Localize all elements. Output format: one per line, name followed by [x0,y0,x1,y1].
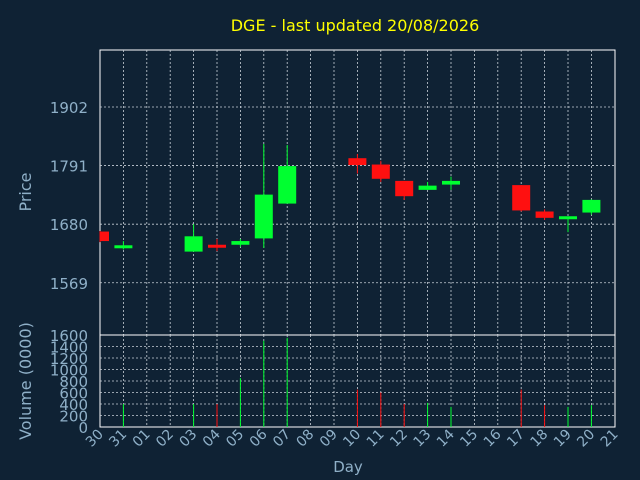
candle-body [582,199,601,213]
volume-tick-label: 800 [59,373,88,391]
candle-body [371,164,390,179]
x-tick-label: 14 [434,426,458,450]
price-axis-ticks: 1569 1680 1791 1902 [50,99,88,293]
candle-body [208,244,226,248]
x-tick-label: 07 [270,427,294,451]
price-panel-frame [99,49,616,336]
candle-body [348,158,367,166]
candle-body [231,241,250,245]
candle-body [114,245,133,249]
volume-tick-label: 400 [59,396,88,414]
price-tick-label: 1902 [50,99,88,117]
volume-tick-label: 1000 [50,362,88,380]
price-tick-label: 1791 [50,158,88,176]
price-panel: 1569 1680 1791 1902 Price [16,49,616,336]
x-tick-label: 16 [481,426,505,450]
x-tick-label: 02 [153,427,177,451]
x-tick-label: 08 [294,427,318,451]
candles [99,143,601,252]
x-tick-label: 13 [411,427,435,451]
candle-body [559,216,577,220]
x-tick-label: 11 [364,427,388,451]
chart-title: DGE - last updated 20/08/2026 [231,16,480,35]
candle-body [535,211,554,218]
volume-tick-label: 1600 [50,327,88,345]
x-tick-label: 06 [247,426,271,450]
volume-tick-label: 1200 [50,350,88,368]
x-tick-label: 03 [177,427,201,451]
volume-bars [122,337,592,427]
x-tick-label: 10 [340,427,364,451]
candle-body [100,231,109,242]
x-tick-label: 15 [457,427,481,451]
x-tick-label: 19 [551,427,575,451]
candle-body [278,166,297,204]
x-axis-ticks: 30 31 01 02 03 04 05 06 07 08 09 10 11 12 13 14 15 16 17 18… [83,426,622,450]
volume-tick-label: 600 [59,385,88,403]
x-tick-label: 20 [574,427,598,451]
price-tick-label: 1569 [50,275,88,293]
volume-tick-label: 0 [78,419,88,437]
x-tick-label: 17 [504,427,528,451]
x-tick-label: 18 [528,427,552,451]
price-tick-label: 1680 [50,216,88,234]
x-tick-label: 12 [387,427,411,451]
x-tick-label: 05 [223,427,247,451]
x-tick-label: 09 [317,427,341,451]
x-tick-label: 31 [106,427,130,451]
volume-tick-label: 1400 [50,339,88,357]
x-tick-label: 21 [598,427,622,451]
candle-body [254,194,273,239]
volume-tick-label: 200 [59,408,88,426]
volume-axis-label: Volume (0000) [16,322,35,440]
price-axis-label: Price [16,172,35,211]
x-tick-label: 04 [200,426,224,450]
candle-body [184,236,203,252]
candle-body [395,180,414,197]
candle-body [512,185,531,211]
candle-body [418,185,437,190]
price-gridlines [100,50,615,335]
candle-body [442,180,460,185]
x-axis-label: Day [333,458,363,476]
x-tick-label: 01 [130,427,154,451]
